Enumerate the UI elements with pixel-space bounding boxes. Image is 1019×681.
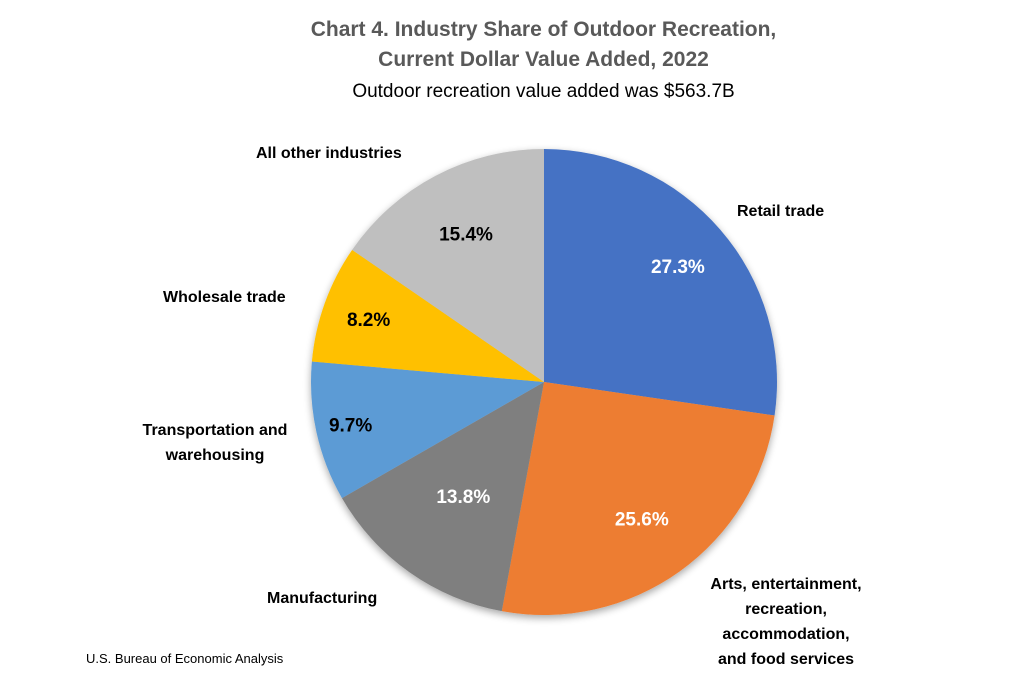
pie-slice-wholesale-trade: [311, 249, 544, 382]
chart-title-line-1: Chart 4. Industry Share of Outdoor Recre…: [310, 18, 777, 41]
label-line: recreation,: [745, 601, 827, 618]
category-label-arts-entertainment: Arts, entertainment, recreation, accommo…: [693, 572, 879, 672]
source-note: U.S. Bureau of Economic Analysis: [86, 651, 284, 666]
pie-slice-arts-entertainment-recreation-accommodation-and-food-services: [501, 382, 775, 615]
slice-value-label: 8.2%: [347, 310, 390, 331]
pie-slices: [310, 149, 777, 615]
pie-slice-transportation-and-warehousing: [310, 361, 544, 499]
label-line: and food services: [717, 651, 855, 668]
category-label-wholesale-trade: Wholesale trade: [163, 285, 286, 310]
pie-slice-manufacturing: [341, 382, 544, 612]
pie-value-labels: 27.3% 25.6% 13.8% 9.7% 8.2% 15.4%: [329, 225, 705, 531]
category-label-transportation: Transportation and warehousing: [130, 418, 300, 468]
label-line: All other industries: [256, 145, 402, 162]
label-line: Wholesale trade: [163, 289, 286, 306]
label-line: accommodation,: [722, 626, 850, 643]
label-line: Transportation and: [142, 422, 288, 439]
pie-slice-retail-trade: [544, 149, 777, 416]
slice-value-label: 13.8%: [436, 487, 490, 508]
category-label-manufacturing: Manufacturing: [267, 586, 377, 611]
category-label-all-other: All other industries: [256, 141, 402, 166]
chart-title-line-2: Current Dollar Value Added, 2022: [378, 48, 709, 71]
slice-value-label: 15.4%: [439, 225, 493, 246]
slice-value-label: 9.7%: [329, 416, 372, 437]
label-line: Retail trade: [737, 203, 825, 220]
label-line: Manufacturing: [267, 590, 378, 607]
label-line: warehousing: [165, 447, 265, 464]
pie-slice-all-other-industries: [352, 149, 544, 382]
slice-value-label: 27.3%: [651, 257, 705, 278]
category-label-retail-trade: Retail trade: [737, 199, 824, 224]
label-line: Arts, entertainment,: [710, 576, 862, 593]
slice-value-label: 25.6%: [615, 509, 669, 530]
chart-subtitle: Outdoor recreation value added was $563.…: [352, 81, 735, 102]
